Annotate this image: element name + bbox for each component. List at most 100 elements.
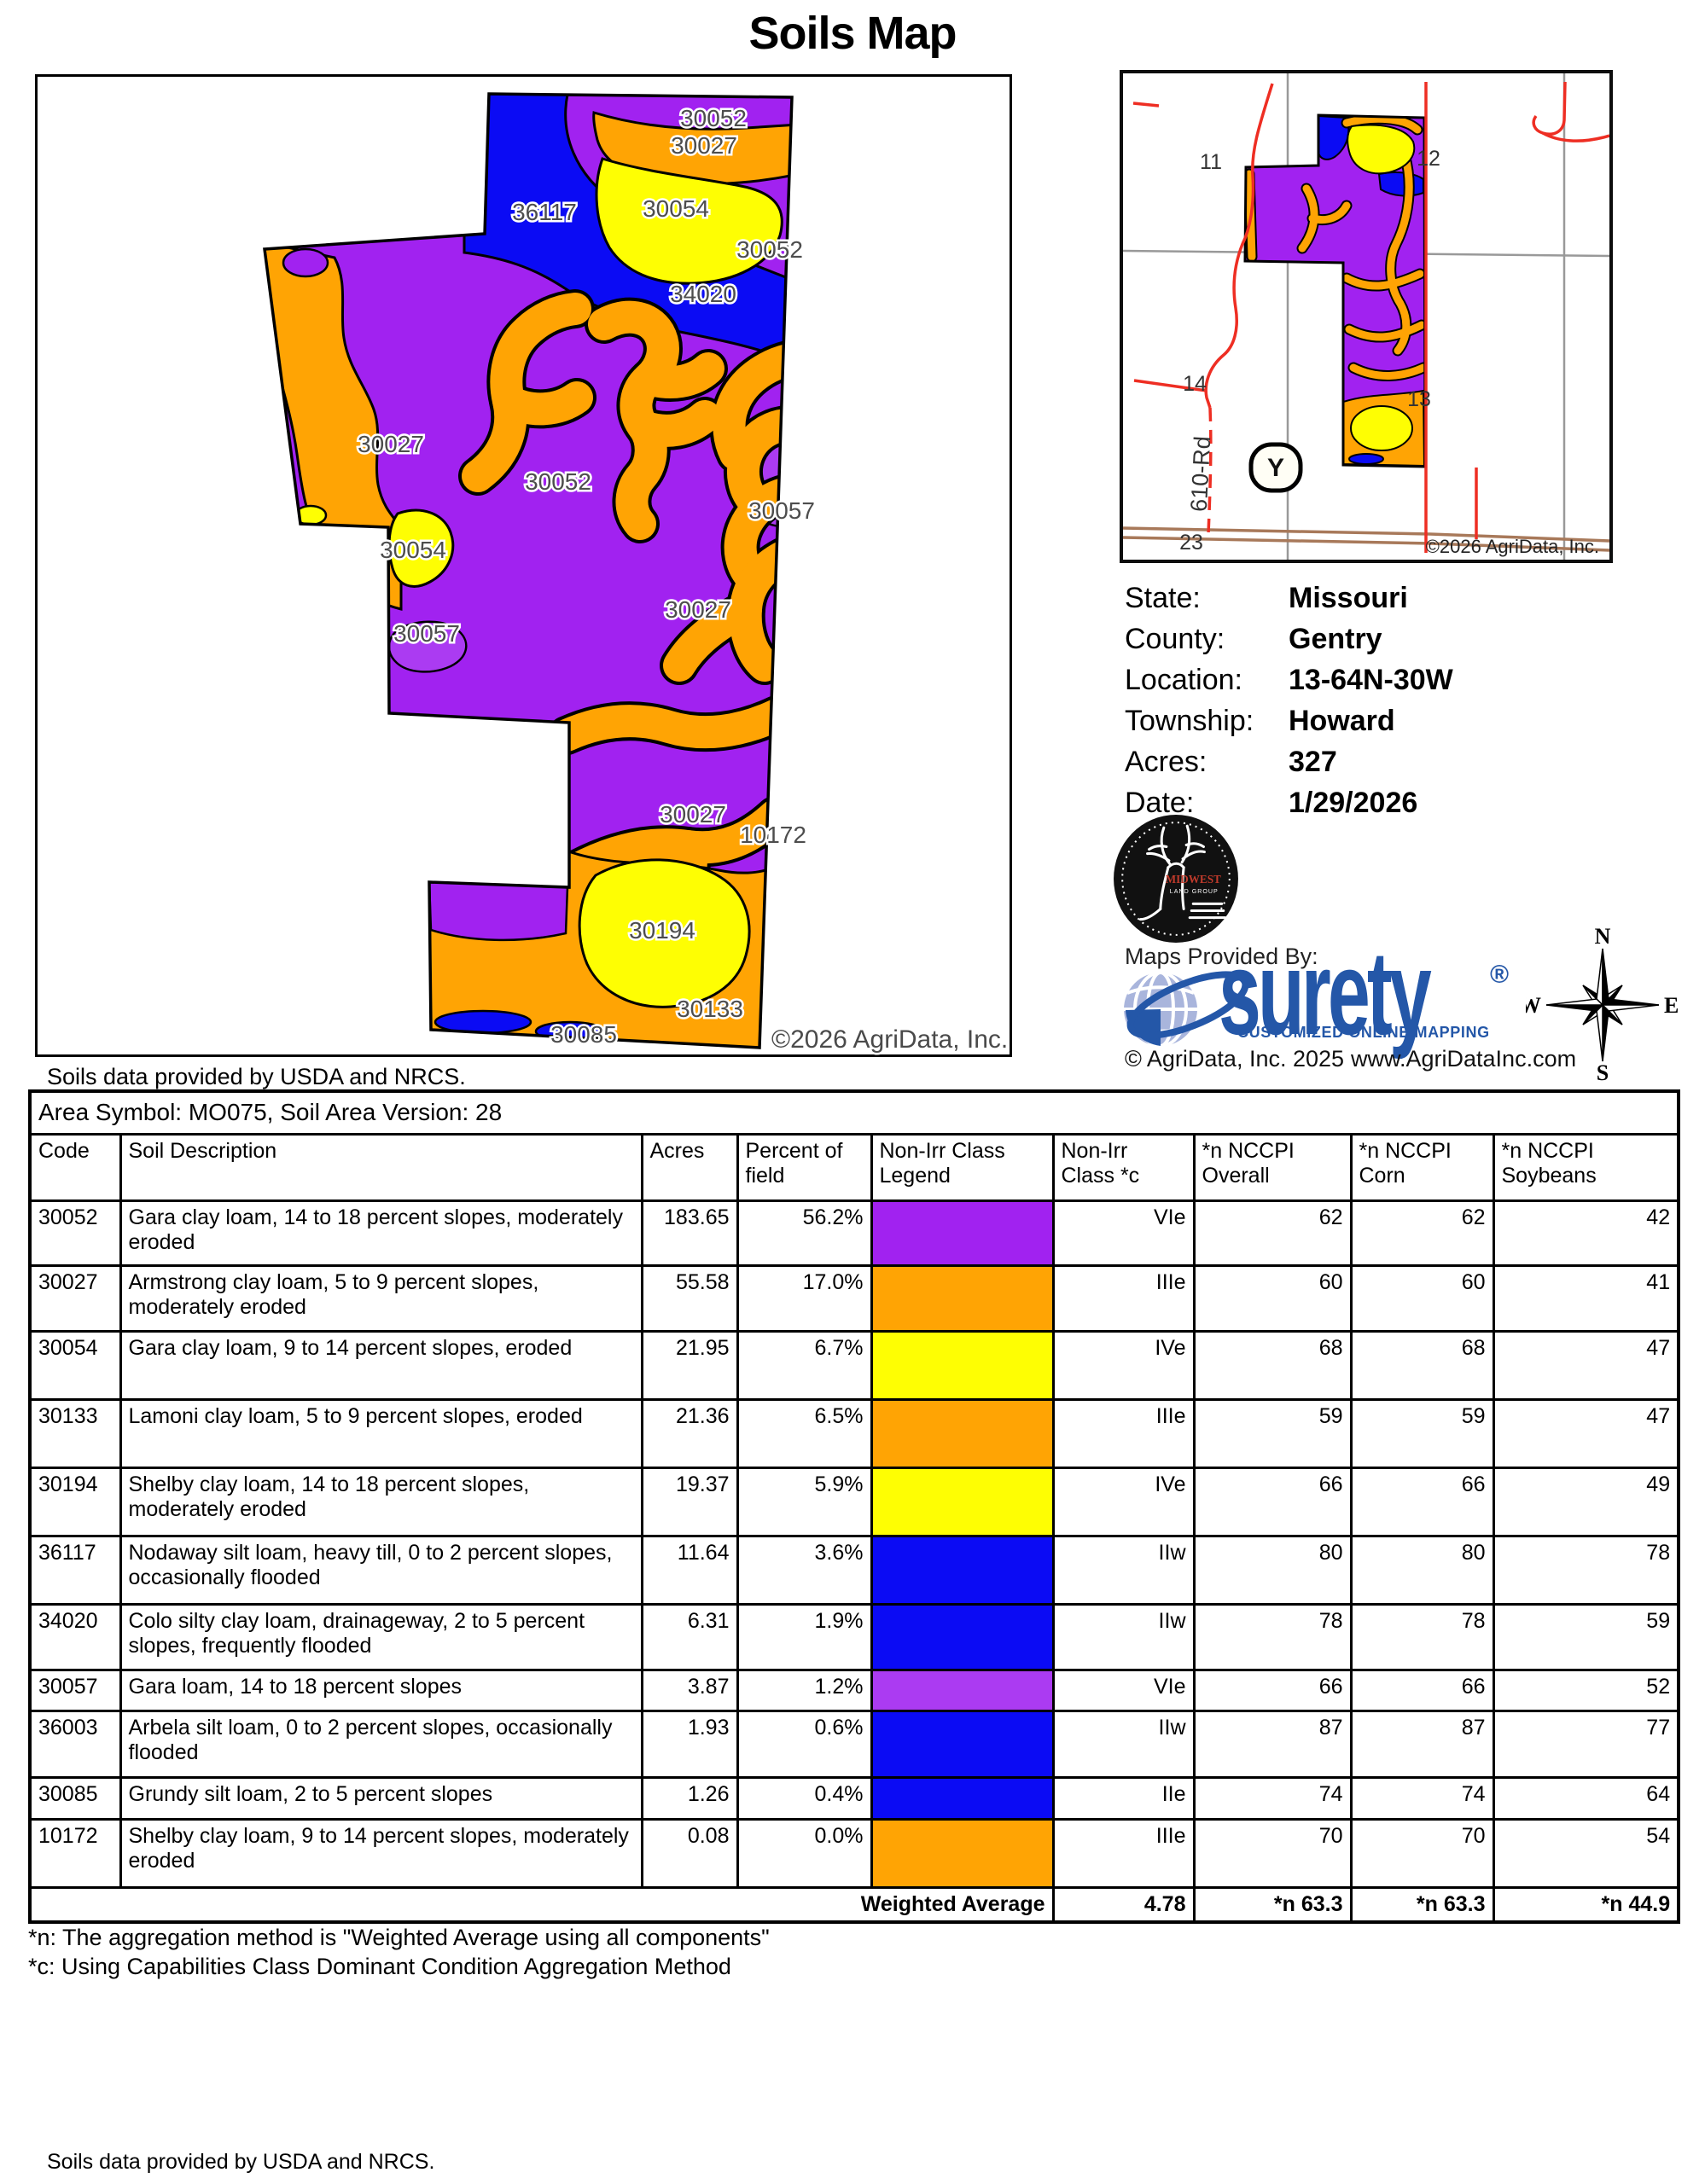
map-soil-code-label: 30057 (748, 497, 815, 524)
cell-acres: 55.58 (640, 1263, 739, 1333)
cell-nccpi-overall: 68 (1192, 1329, 1353, 1401)
info-row: Township: Howard (1125, 705, 1637, 746)
cell-nccpi-corn: 59 (1349, 1397, 1495, 1469)
cell-code: 36003 (28, 1709, 122, 1779)
info-row: County: Gentry (1125, 623, 1637, 664)
cell-description: Shelby clay loam, 9 to 14 percent slopes… (119, 1817, 643, 1889)
col-header-description: Soil Description (119, 1132, 643, 1202)
cell-nccpi-overall: 70 (1192, 1817, 1353, 1889)
cell-description: Gara clay loam, 14 to 18 percent slopes,… (119, 1199, 643, 1267)
cell-nccpi-corn: 74 (1349, 1775, 1495, 1821)
cell-class: IIw (1051, 1602, 1196, 1671)
cell-percent: 6.7% (736, 1329, 873, 1401)
section-number: 23 (1179, 531, 1203, 555)
info-label: State: (1125, 582, 1201, 614)
map-soil-code-label: 30027 (660, 801, 726, 828)
cell-nccpi-overall: 74 (1192, 1775, 1353, 1821)
soils-table: Area Symbol: MO075, Soil Area Version: 2… (28, 1089, 1681, 1924)
cell-class: VIe (1051, 1668, 1196, 1712)
cell-percent: 1.2% (736, 1668, 873, 1712)
cell-description: Grundy silt loam, 2 to 5 percent slopes (119, 1775, 643, 1821)
info-label: Location: (1125, 664, 1242, 696)
col-header-class: Non-Irr Class *c (1051, 1132, 1196, 1202)
map-soil-code-label: 30027 (358, 431, 424, 457)
col-header-nccpi-corn: *n NCCPI Corn (1349, 1132, 1495, 1202)
cell-legend-swatch (870, 1534, 1055, 1606)
map-soil-code-label: 30027 (671, 132, 737, 159)
cell-nccpi-soybeans: 42 (1492, 1199, 1680, 1267)
col-header-nccpi-overall: *n NCCPI Overall (1192, 1132, 1353, 1202)
table-header-row: Code Soil Description Acres Percent of f… (28, 1132, 1680, 1202)
soil-region-30054-top-yellow (595, 157, 783, 285)
cell-percent: 1.9% (736, 1602, 873, 1671)
parcel-info-block: State: Missouri County: Gentry Location: 13… (1125, 582, 1637, 828)
info-value: Howard (1289, 705, 1395, 737)
table-row: 30052 Gara clay loam, 14 to 18 percent s… (28, 1199, 1680, 1267)
cell-code: 30052 (28, 1199, 122, 1267)
surety-tagline: CUSTOMIZED ONLINE MAPPING (1237, 1024, 1490, 1041)
cell-nccpi-corn: 80 (1349, 1534, 1495, 1606)
weighted-nccpi-soybeans: *n 44.9 (1492, 1885, 1680, 1923)
table-row: 36003 Arbela silt loam, 0 to 2 percent s… (28, 1709, 1680, 1779)
cell-code: 30133 (28, 1397, 122, 1469)
cell-nccpi-soybeans: 77 (1492, 1709, 1680, 1779)
cell-description: Gara clay loam, 9 to 14 percent slopes, … (119, 1329, 643, 1401)
cell-code: 30027 (28, 1263, 122, 1333)
col-header-code: Code (28, 1132, 122, 1202)
cell-nccpi-overall: 78 (1192, 1602, 1353, 1671)
weighted-average-row: Weighted Average 4.78 *n 63.3 *n 63.3 *n… (28, 1885, 1680, 1923)
info-value: 13-64N-30W (1289, 664, 1453, 696)
cell-nccpi-soybeans: 49 (1492, 1466, 1680, 1537)
cell-description: Lamoni clay loam, 5 to 9 percent slopes,… (119, 1397, 643, 1469)
cell-nccpi-corn: 78 (1349, 1602, 1495, 1671)
cell-nccpi-overall: 87 (1192, 1709, 1353, 1779)
info-value: Gentry (1289, 623, 1382, 655)
locator-map-panel: Y 11 12 13 14 23 610-Rd ©2026 AgriData, Inc. (1120, 70, 1613, 563)
cell-description: Nodaway silt loam, heavy till, 0 to 2 pe… (119, 1534, 643, 1606)
cell-description: Colo silty clay loam, drainageway, 2 to … (119, 1602, 643, 1671)
info-label: County: (1125, 623, 1225, 655)
cell-acres: 183.65 (640, 1199, 739, 1267)
agridata-copyright: © AgriData, Inc. 2025 (1125, 1046, 1345, 1072)
cell-nccpi-overall: 62 (1192, 1199, 1353, 1267)
cell-class: IIw (1051, 1534, 1196, 1606)
cell-acres: 11.64 (640, 1534, 739, 1606)
cell-class: IIIe (1051, 1397, 1196, 1469)
cell-percent: 3.6% (736, 1534, 873, 1606)
highway-marker-Y: Y (1248, 442, 1303, 493)
cell-code: 30085 (28, 1775, 122, 1821)
weighted-nccpi-corn: *n 63.3 (1349, 1885, 1495, 1923)
map-copyright: ©2026 AgriData, Inc. (771, 1025, 1008, 1054)
map-soil-code-label: 30052 (736, 236, 803, 263)
cell-nccpi-soybeans: 64 (1492, 1775, 1680, 1821)
weighted-nccpi-overall: *n 63.3 (1192, 1885, 1353, 1923)
cell-legend-swatch (870, 1709, 1055, 1779)
info-value: 1/29/2026 (1289, 787, 1418, 819)
tendrils-orange (462, 293, 792, 914)
footnote-capabilities: *c: Using Capabilities Class Dominant Co… (28, 1954, 731, 1979)
cell-percent: 6.5% (736, 1397, 873, 1469)
surety-globe-icon (1124, 971, 1249, 1048)
cell-acres: 1.26 (640, 1775, 739, 1821)
maps-provided-by-label: Maps Provided By: (1125, 944, 1318, 969)
info-row: Acres: 327 (1125, 746, 1637, 787)
soil-pocket-purple (282, 247, 329, 278)
cell-nccpi-corn: 66 (1349, 1668, 1495, 1712)
info-label: Township: (1125, 705, 1254, 737)
table-row: 34020 Colo silty clay loam, drainageway,… (28, 1602, 1680, 1671)
highway-lines (1123, 526, 1609, 552)
usda-attribution-top: Soils data provided by USDA and NRCS. (47, 1064, 466, 1089)
map-soil-code-label: 10172 (740, 822, 806, 848)
map-soil-code-label: 30085 (550, 1021, 617, 1048)
cell-nccpi-overall: 60 (1192, 1263, 1353, 1333)
section-number: 14 (1183, 372, 1207, 396)
map-soil-code-label: 30052 (525, 468, 591, 495)
deer-icon (1138, 824, 1227, 921)
cell-nccpi-overall: 59 (1192, 1397, 1353, 1469)
col-header-legend: Non-Irr Class Legend (870, 1132, 1055, 1202)
svg-text:N: N (1595, 928, 1611, 949)
locator-map-svg: Y 11 12 13 14 23 610-Rd ©2026 AgriData, Inc. (1123, 73, 1609, 560)
cell-legend-swatch (870, 1263, 1055, 1333)
